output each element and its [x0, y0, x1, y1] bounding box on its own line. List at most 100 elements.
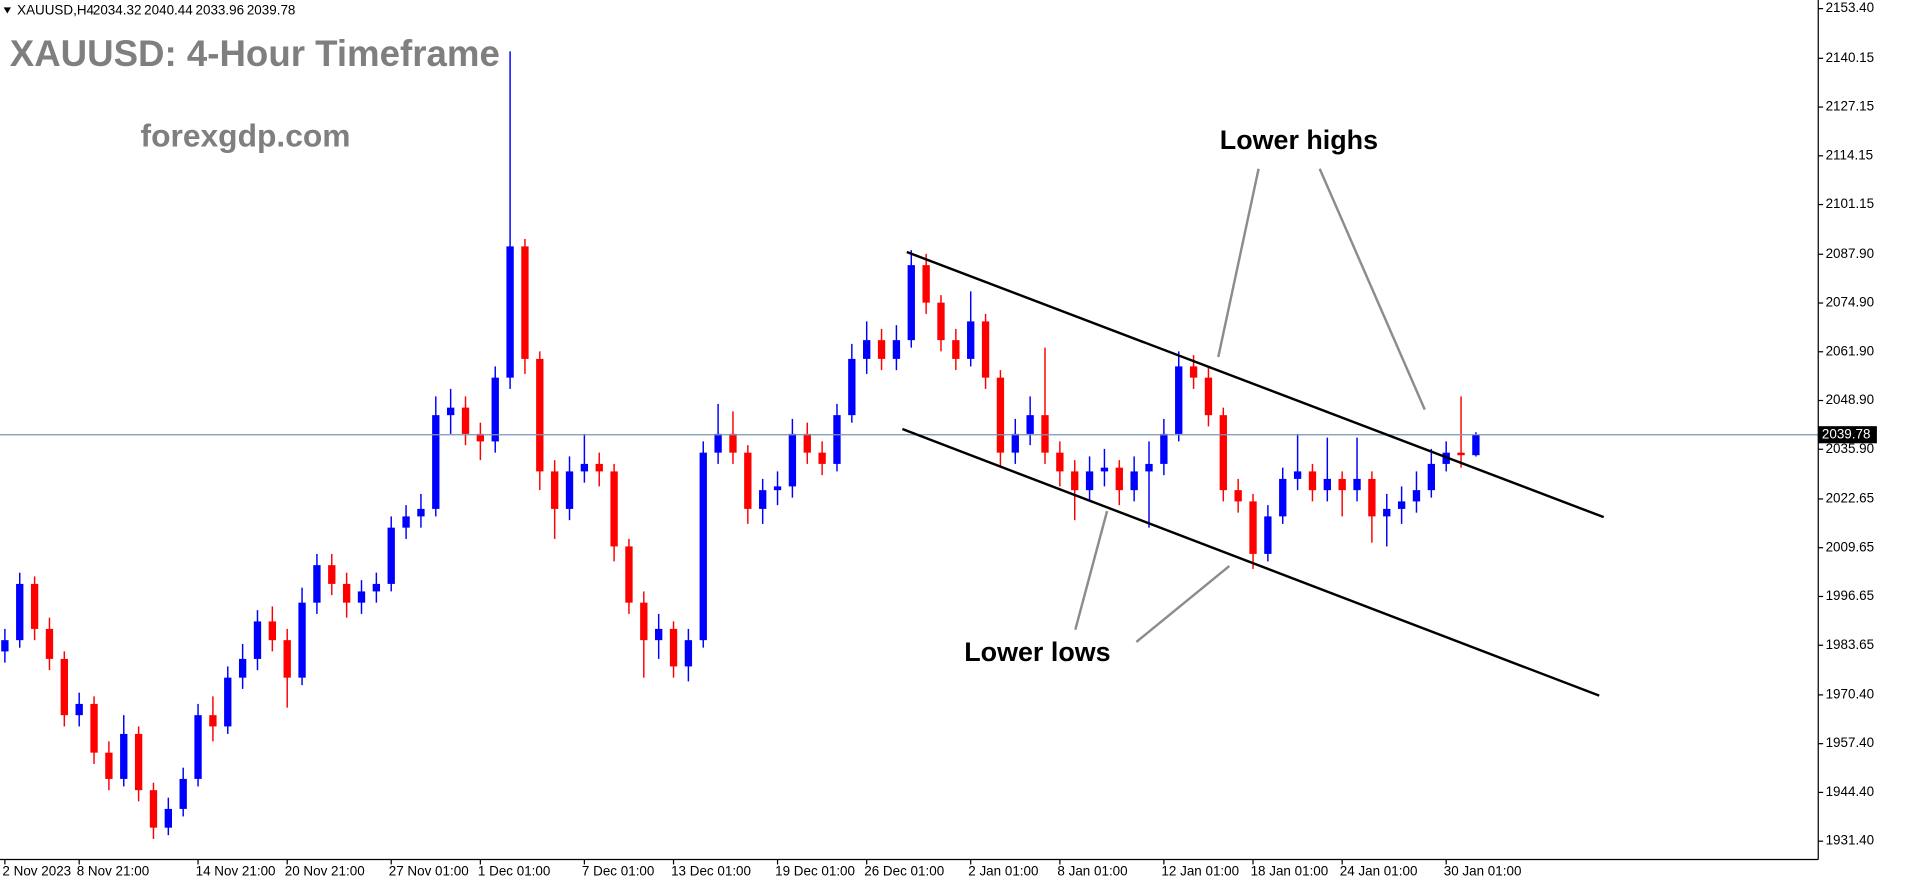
- candle-body: [16, 583, 24, 641]
- candle-body: [1219, 415, 1227, 491]
- candle-body: [506, 246, 514, 378]
- candle-body: [1412, 490, 1421, 502]
- candle-body: [372, 583, 381, 592]
- low-price: 2033.96: [196, 3, 245, 18]
- y-tick-label: 2061.90: [1826, 343, 1875, 358]
- candle-body: [446, 407, 455, 416]
- candle-body: [863, 340, 871, 359]
- candle-body: [699, 452, 707, 641]
- candle-body: [640, 602, 648, 641]
- x-tick-label: 26 Dec 01:00: [864, 863, 944, 878]
- candle-body: [1353, 478, 1361, 491]
- candle-body: [432, 415, 440, 509]
- x-tick-label: 24 Jan 01:00: [1340, 863, 1418, 878]
- y-tick-label: 1931.40: [1826, 833, 1875, 848]
- y-tick-label: 2035.90: [1826, 441, 1875, 456]
- x-tick-label: 1 Dec 01:00: [478, 863, 550, 878]
- trend-line: [901, 427, 1600, 697]
- candle-body: [328, 565, 336, 584]
- candle-body: [224, 677, 232, 727]
- y-tick-label: 2101.15: [1826, 196, 1875, 211]
- pointer: [1135, 565, 1231, 643]
- candle-body: [818, 452, 826, 464]
- chart-title: XAUUSD: 4-Hour Timeframe: [10, 33, 500, 74]
- candle-body: [1264, 516, 1272, 554]
- x-tick-label: 12 Jan 01:00: [1161, 863, 1239, 878]
- menu-arrow: [3, 7, 11, 14]
- candle-body: [1457, 452, 1465, 456]
- candle-body: [1100, 467, 1109, 472]
- candle-body: [922, 265, 930, 303]
- candle-body: [491, 377, 499, 442]
- candle-body: [1175, 366, 1183, 434]
- candle-body: [209, 715, 217, 727]
- candle-body: [1204, 377, 1213, 416]
- symbol: XAUUSD,H4: [17, 3, 94, 18]
- candle-body: [773, 486, 782, 491]
- candle-body: [268, 621, 277, 641]
- candle-body: [937, 302, 945, 341]
- candle-body: [134, 733, 143, 791]
- candle-body: [981, 321, 990, 378]
- candle-body: [788, 433, 797, 487]
- candle-body: [1145, 463, 1153, 472]
- candle-body: [313, 565, 321, 603]
- candle-body: [1308, 471, 1317, 491]
- y-tick-label: 2022.65: [1826, 491, 1875, 506]
- candle-body: [402, 516, 410, 528]
- subtitle: forexgdp.com: [141, 118, 351, 154]
- candle-body: [1397, 501, 1406, 509]
- candle-body: [75, 703, 83, 716]
- candle-body: [283, 640, 291, 678]
- candle-body: [90, 703, 98, 753]
- candle-body: [1, 640, 9, 652]
- x-tick-label: 13 Dec 01:00: [671, 863, 751, 878]
- candle-body: [1472, 434, 1480, 456]
- candle-body: [238, 658, 247, 678]
- candle-body: [120, 733, 128, 779]
- pointer: [1217, 168, 1260, 358]
- high-price: 2040.44: [144, 3, 193, 18]
- candle-body: [580, 463, 589, 472]
- candle-body: [30, 583, 39, 629]
- candle-body: [521, 246, 529, 359]
- candle-body: [803, 433, 811, 453]
- candle-body: [1234, 490, 1242, 502]
- candle-body: [476, 433, 485, 442]
- y-tick-label: 1996.65: [1826, 588, 1875, 603]
- candle-body: [536, 358, 544, 472]
- candle-body: [105, 752, 113, 779]
- candle-body: [1071, 471, 1079, 491]
- candle-body: [1368, 478, 1376, 517]
- x-tick-label: 2 Jan 01:00: [968, 863, 1038, 878]
- y-tick-label: 1970.40: [1826, 686, 1875, 701]
- x-tick-label: 19 Dec 01:00: [775, 863, 855, 878]
- candle-body: [655, 628, 663, 641]
- candle-body: [1160, 433, 1168, 464]
- candle-body: [179, 778, 187, 809]
- price-label-box: [1818, 426, 1877, 444]
- pointer: [1318, 168, 1426, 411]
- candle-body: [342, 583, 351, 603]
- plot: [0, 51, 1819, 839]
- x-tick-label: 27 Nov 01:00: [389, 863, 469, 878]
- x-tick-label: 18 Jan 01:00: [1251, 863, 1329, 878]
- candle-body: [996, 377, 1005, 453]
- x-tick-label: 2 Nov 2023: [2, 863, 71, 878]
- pointers: [1074, 168, 1426, 643]
- x-tick-label: 8 Nov 21:00: [77, 863, 149, 878]
- candle-body: [194, 715, 202, 779]
- candle-body: [565, 471, 574, 509]
- candle-body: [149, 790, 158, 828]
- trend-line: [906, 250, 1605, 519]
- candle-body: [357, 591, 366, 603]
- candle-body: [1056, 452, 1064, 472]
- candle-body: [877, 340, 886, 359]
- candle-body: [1189, 366, 1198, 378]
- x-tick-label: 20 Nov 21:00: [285, 863, 365, 878]
- candle-body: [952, 340, 960, 359]
- candle-body: [759, 490, 767, 509]
- candle-body: [461, 407, 470, 434]
- candle-body: [595, 463, 603, 472]
- candle-body: [417, 508, 425, 517]
